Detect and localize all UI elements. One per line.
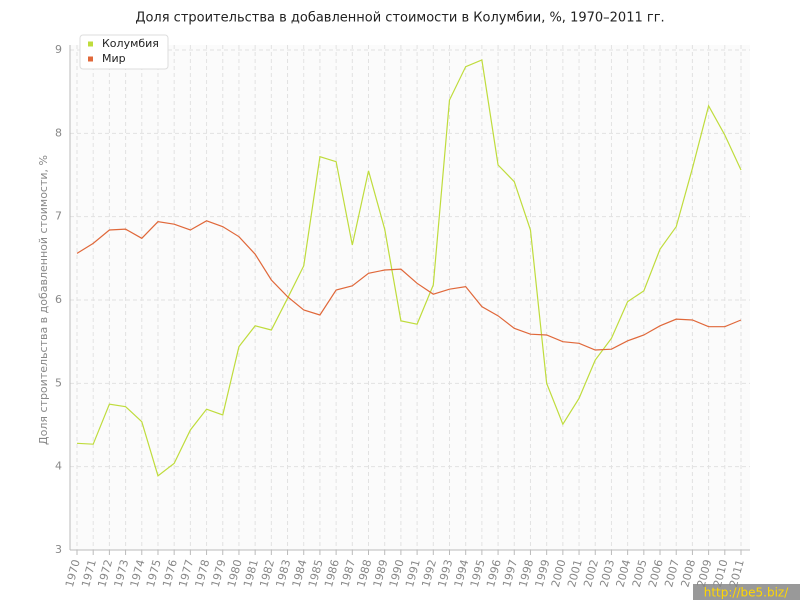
legend-box — [79, 34, 169, 70]
grid — [70, 45, 750, 551]
y-tick-label: 7 — [55, 210, 62, 223]
y-tick-label: 3 — [55, 543, 62, 556]
legend-label: Мир — [102, 52, 126, 65]
series-line — [76, 220, 742, 351]
watermark-bg — [693, 584, 800, 600]
legend-swatch — [88, 41, 93, 47]
watermark: http://be5.biz/ — [704, 586, 789, 600]
legend-swatch — [88, 56, 93, 62]
chart-title: Доля строительства в добавленной стоимос… — [135, 11, 664, 26]
y-tick-label: 4 — [55, 460, 62, 473]
lines — [76, 59, 742, 477]
y-axis-label: Доля строительства в добавленной стоимос… — [37, 155, 50, 445]
plot-area — [70, 45, 750, 550]
y-tick-label: 8 — [55, 126, 62, 139]
series-line — [76, 59, 742, 477]
legend-label: Колумбия — [102, 37, 159, 50]
legend: Колумбия Мир — [79, 34, 169, 70]
y-tick-label: 6 — [55, 293, 62, 306]
y-tick-label: 5 — [55, 376, 62, 389]
y-tick-label: 9 — [55, 43, 62, 56]
